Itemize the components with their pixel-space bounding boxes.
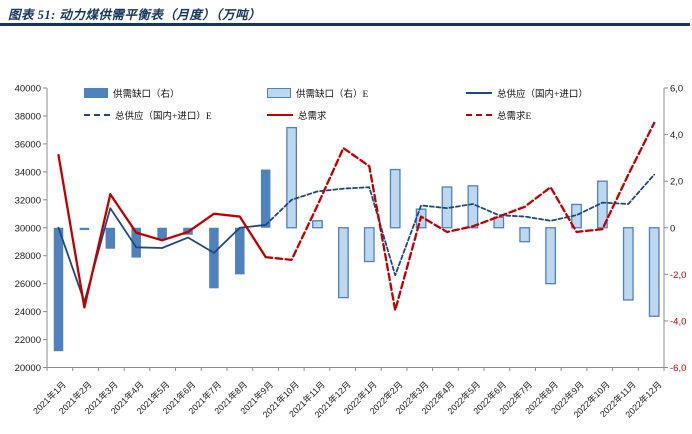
legend-line-swatch <box>466 114 492 116</box>
line-total-demand <box>57 153 267 309</box>
right-axis-label: 2,0 <box>670 177 683 188</box>
line-total-supply-estimate <box>264 173 656 277</box>
bar-supply-demand-gap-estimate <box>622 227 634 301</box>
bar-supply-demand-gap <box>131 227 141 258</box>
line-total-demand-estimate <box>264 121 656 312</box>
chart-title: 图表 51: 动力煤供需平衡表（月度）（万吨） <box>8 8 262 22</box>
legend-item: 总供应（国内+进口） <box>466 86 588 100</box>
bar-supply-demand-gap <box>235 227 245 275</box>
left-axis-label: 30000 <box>15 223 41 234</box>
left-axis-label: 36000 <box>15 139 41 150</box>
legend-line-swatch <box>267 114 293 116</box>
title-rule <box>0 23 690 26</box>
legend-item: 供需缺口（右）E <box>267 86 368 100</box>
bar-supply-demand-gap <box>79 227 90 231</box>
left-axis-label: 34000 <box>15 167 41 178</box>
bar-supply-demand-gap-estimate <box>389 168 401 229</box>
bar-supply-demand-gap <box>157 227 167 240</box>
bar-supply-demand-gap-estimate <box>493 216 505 229</box>
left-axis-label: 38000 <box>15 111 41 122</box>
legend-item: 总需求E <box>466 108 531 122</box>
left-axis-label: 24000 <box>15 307 41 318</box>
legend-line-swatch <box>466 92 492 94</box>
left-axis-label: 28000 <box>15 251 41 262</box>
legend-label: 供需缺口（右）E <box>296 90 369 100</box>
legend-label: 总供应（国内+进口）E <box>115 112 212 122</box>
legend-bar-swatch <box>267 88 291 98</box>
right-axis-label: 6,0 <box>670 84 683 95</box>
bar-supply-demand-gap <box>105 227 116 249</box>
bar-supply-demand-gap-estimate <box>286 126 298 229</box>
right-axis-label: 4,0 <box>670 130 683 141</box>
right-axis-label: -2,0 <box>670 270 686 281</box>
bar-supply-demand-gap-estimate <box>519 227 531 243</box>
bar-supply-demand-gap-estimate <box>363 227 375 263</box>
bar-supply-demand-gap <box>53 227 64 352</box>
legend-label: 供需缺口（右） <box>113 90 180 100</box>
left-axis-label: 40000 <box>15 84 41 95</box>
left-axis-label: 26000 <box>15 279 41 290</box>
left-axis-label: 32000 <box>15 195 41 206</box>
bar-supply-demand-gap-estimate <box>648 227 660 317</box>
legend: 供需缺口（右） 供需缺口（右）E 总供应（国内+进口） 总供应（国内+进口）E 总需求 总… <box>0 40 692 122</box>
right-axis-label: -4,0 <box>670 316 686 327</box>
left-axis-label: 20000 <box>15 363 41 374</box>
right-axis-label: 0 <box>670 223 675 234</box>
bar-supply-demand-gap-estimate <box>312 220 323 229</box>
legend-item: 供需缺口（右） <box>84 86 180 100</box>
legend-label: 总需求 <box>298 112 327 122</box>
legend-label: 总供应（国内+进口） <box>497 90 588 100</box>
legend-item: 总需求 <box>267 108 327 122</box>
legend-line-swatch <box>84 114 110 116</box>
bar-supply-demand-gap <box>260 169 271 228</box>
right-axis-label: -6,0 <box>670 363 686 374</box>
bar-supply-demand-gap-estimate <box>337 227 349 299</box>
legend-item: 总供应（国内+进口）E <box>84 108 212 122</box>
legend-label: 总需求E <box>497 112 532 122</box>
bar-supply-demand-gap-estimate <box>545 227 556 285</box>
left-axis-label: 22000 <box>15 335 41 346</box>
bar-supply-demand-gap-estimate <box>467 185 479 229</box>
bar-supply-demand-gap <box>209 227 219 289</box>
legend-bar-swatch <box>84 88 108 98</box>
